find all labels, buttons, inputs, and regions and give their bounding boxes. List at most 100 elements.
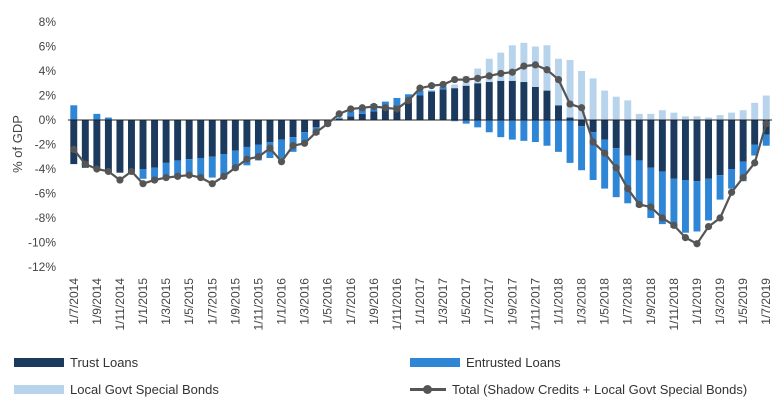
total-point	[531, 61, 540, 69]
bar-trust-loans	[104, 120, 112, 172]
total-point	[658, 214, 666, 222]
bar-entrusted-loans	[139, 169, 147, 179]
total-point	[612, 164, 620, 172]
bar-trust-loans	[658, 120, 666, 172]
bar-entrusted-loans	[220, 154, 228, 177]
total-point	[312, 128, 320, 136]
x-tick-label: 1/7/2019	[759, 278, 773, 325]
total-point	[704, 222, 713, 231]
bar-trust-loans	[520, 82, 528, 120]
x-tick-label: 1/1/2019	[690, 278, 704, 325]
x-tick-label: 1/7/2018	[621, 278, 635, 325]
y-tick-label: -10%	[28, 236, 56, 250]
total-point	[254, 153, 263, 161]
bar-trust-loans	[312, 120, 320, 128]
x-tick-label: 1/3/2018	[575, 278, 589, 325]
y-axis-title: % of GDP	[10, 115, 25, 173]
bar-entrusted-loans	[451, 120, 459, 122]
bar-trust-loans	[243, 120, 251, 147]
bar-local-govt-special-bonds	[716, 115, 724, 120]
bar-entrusted-loans	[231, 150, 239, 171]
total-point	[358, 104, 366, 112]
bar-local-govt-special-bonds	[612, 96, 620, 120]
bar-local-govt-special-bonds	[566, 59, 574, 118]
total-point	[70, 145, 78, 153]
total-point	[393, 105, 401, 113]
bar-trust-loans	[139, 120, 147, 169]
x-tick-label: 1/11/2016	[390, 278, 404, 331]
total-point	[474, 74, 482, 82]
total-point	[485, 72, 493, 80]
legend-item-entrusted-loans: Entrusted Loans	[410, 355, 561, 370]
x-tick-label: 1/11/2015	[251, 278, 265, 331]
bar-entrusted-loans	[462, 120, 470, 124]
bar-trust-loans	[428, 91, 436, 120]
total-point	[693, 240, 701, 248]
total-point	[716, 214, 724, 222]
total-point	[439, 80, 447, 89]
bar-local-govt-special-bonds	[601, 90, 609, 120]
total-point	[751, 159, 759, 167]
total-point	[739, 173, 747, 182]
bar-entrusted-loans	[301, 132, 309, 144]
y-tick-label: 2%	[39, 89, 57, 103]
bar-entrusted-loans	[555, 120, 562, 152]
bar-entrusted-loans	[208, 156, 216, 178]
total-point	[208, 180, 216, 188]
x-tick-label: 1/9/2015	[228, 278, 242, 325]
total-point	[277, 158, 286, 166]
bar-local-govt-special-bonds	[508, 45, 516, 81]
x-tick-label: 1/11/2018	[667, 278, 681, 331]
bar-trust-loans	[266, 120, 274, 143]
bar-local-govt-special-bonds	[647, 113, 655, 120]
y-axis-ticks: -12% -10% -8% -6% -4% -2% 0% 2% 4% 6% 8%	[28, 15, 56, 274]
bar-trust-loans	[601, 120, 609, 140]
total-point	[81, 160, 89, 168]
bar-trust-loans	[578, 120, 586, 127]
bar-local-govt-special-bonds	[693, 116, 701, 120]
bar-entrusted-loans	[520, 120, 528, 141]
bar-entrusted-loans	[658, 171, 666, 225]
bar-local-govt-special-bonds	[762, 95, 770, 120]
x-tick-label: 1/3/2016	[298, 278, 312, 325]
total-point	[93, 165, 101, 173]
bar-trust-loans	[485, 82, 493, 120]
bar-trust-loans	[635, 120, 643, 161]
bar-entrusted-loans	[70, 105, 78, 120]
x-tick-label: 1/5/2016	[321, 278, 335, 325]
x-tick-label: 1/7/2016	[344, 278, 358, 325]
legend-swatch-total	[410, 385, 446, 394]
total-point	[497, 69, 505, 78]
total-point	[670, 221, 678, 229]
x-tick-label: 1/1/2016	[275, 278, 289, 325]
bar-entrusted-loans	[612, 148, 620, 198]
bar-trust-loans	[393, 105, 401, 120]
total-point	[324, 120, 332, 128]
x-tick-label: 1/11/2017	[528, 278, 542, 331]
bar-trust-loans	[543, 90, 551, 120]
bar-trust-loans	[220, 120, 228, 155]
bar-entrusted-loans	[93, 113, 101, 120]
bar-entrusted-loans	[162, 162, 170, 178]
bar-entrusted-loans	[104, 117, 112, 120]
total-point	[381, 104, 389, 112]
bars	[70, 42, 770, 233]
bar-trust-loans	[462, 85, 470, 120]
total-point	[681, 234, 690, 242]
y-tick-label: -8%	[35, 211, 57, 225]
total-point	[243, 155, 251, 163]
y-tick-label: -12%	[28, 260, 56, 274]
legend-label-total: Total (Shadow Credits + Local Govt Speci…	[452, 382, 748, 397]
bar-local-govt-special-bonds	[739, 110, 747, 120]
legend-item-local-govt-special-bonds: Local Govt Special Bonds	[14, 382, 219, 397]
bar-trust-loans	[404, 101, 412, 120]
bar-trust-loans	[289, 120, 297, 138]
bar-local-govt-special-bonds	[624, 100, 632, 120]
total-point	[566, 100, 574, 108]
bar-entrusted-loans	[739, 161, 747, 182]
legend-item-trust-loans: Trust Loans	[14, 355, 138, 370]
x-tick-label: 1/7/2015	[205, 278, 219, 325]
bar-trust-loans	[451, 88, 459, 120]
bar-trust-loans	[116, 120, 124, 173]
total-point	[462, 75, 470, 84]
